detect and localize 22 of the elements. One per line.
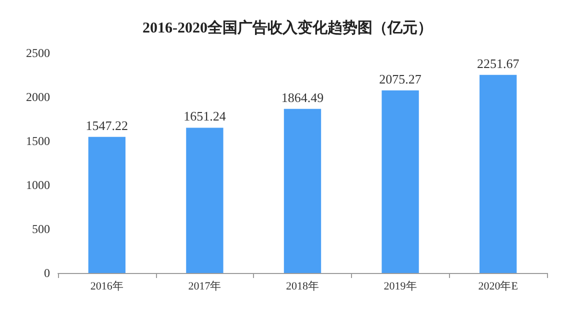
x-tick-label: 2019年	[384, 280, 417, 292]
bar	[480, 74, 517, 273]
x-tick-label: 2016年	[90, 280, 124, 292]
bar	[88, 136, 126, 273]
data-label: 1547.22	[86, 118, 128, 133]
data-label: 2075.27	[379, 71, 422, 86]
bar	[284, 108, 322, 273]
data-label: 1651.24	[184, 108, 226, 124]
x-tick-label: 2020年E	[478, 280, 518, 292]
data-label: 2251.67	[476, 56, 520, 71]
y-tick-label: 0	[44, 266, 50, 280]
bar	[382, 90, 419, 273]
y-tick-label: 2000	[26, 90, 50, 104]
y-tick-label: 500	[32, 222, 50, 236]
data-label: 1864.49	[281, 90, 324, 105]
x-tick-label: 2018年	[286, 280, 319, 292]
y-tick-label: 1000	[26, 178, 50, 192]
y-tick-label: 1500	[26, 134, 50, 148]
bar	[186, 128, 224, 273]
y-tick-label: 2500	[26, 46, 50, 60]
x-tick-label: 2017年	[188, 280, 222, 292]
chart-title: 2016-2020全国广告收入变化趋势图（亿元）	[142, 18, 432, 36]
